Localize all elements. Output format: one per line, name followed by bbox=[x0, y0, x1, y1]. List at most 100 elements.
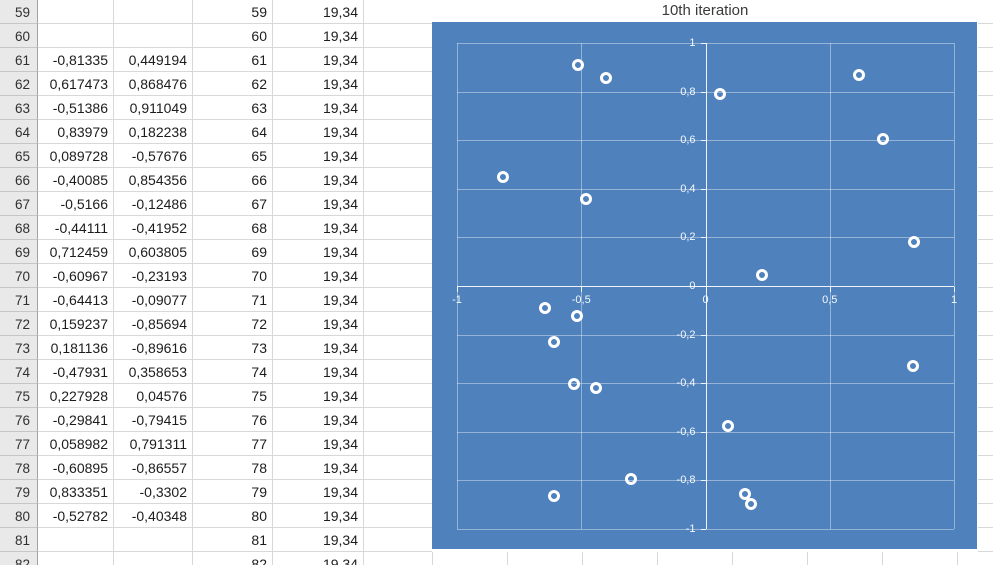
cell[interactable]: 19,34 bbox=[273, 24, 364, 48]
cell[interactable]: 19,34 bbox=[273, 0, 364, 24]
row-header[interactable]: 78 bbox=[0, 456, 38, 480]
cell[interactable] bbox=[38, 552, 114, 565]
cell[interactable]: 0,712459 bbox=[38, 240, 114, 264]
cell[interactable]: 74 bbox=[193, 360, 273, 384]
cell[interactable]: 0,603805 bbox=[114, 240, 193, 264]
row-header[interactable]: 63 bbox=[0, 96, 38, 120]
cell[interactable]: 19,34 bbox=[273, 144, 364, 168]
cell[interactable]: 79 bbox=[193, 480, 273, 504]
cell[interactable]: -0,5166 bbox=[38, 192, 114, 216]
cell[interactable]: 62 bbox=[193, 72, 273, 96]
cell[interactable]: 19,34 bbox=[273, 360, 364, 384]
cell[interactable]: 71 bbox=[193, 288, 273, 312]
cell[interactable]: -0,41952 bbox=[114, 216, 193, 240]
data-point[interactable] bbox=[548, 490, 561, 503]
cell[interactable]: 19,34 bbox=[273, 384, 364, 408]
cell[interactable] bbox=[808, 552, 883, 565]
cell[interactable] bbox=[364, 288, 433, 312]
cell[interactable]: -0,09077 bbox=[114, 288, 193, 312]
cell[interactable]: 75 bbox=[193, 384, 273, 408]
cell[interactable] bbox=[364, 216, 433, 240]
cell[interactable]: 19,34 bbox=[273, 192, 364, 216]
cell[interactable] bbox=[38, 528, 114, 552]
cell[interactable]: 76 bbox=[193, 408, 273, 432]
cell[interactable] bbox=[364, 408, 433, 432]
row-header[interactable]: 62 bbox=[0, 72, 38, 96]
cell[interactable] bbox=[364, 144, 433, 168]
cell[interactable]: 19,34 bbox=[273, 552, 364, 565]
row-header[interactable]: 80 bbox=[0, 504, 38, 528]
cell[interactable]: 65 bbox=[193, 144, 273, 168]
cell[interactable]: -0,86557 bbox=[114, 456, 193, 480]
cell[interactable]: 0,181136 bbox=[38, 336, 114, 360]
cell[interactable] bbox=[364, 432, 433, 456]
cell[interactable] bbox=[364, 192, 433, 216]
cell[interactable]: 0,854356 bbox=[114, 168, 193, 192]
row-header[interactable]: 74 bbox=[0, 360, 38, 384]
cell[interactable]: 19,34 bbox=[273, 432, 364, 456]
cell[interactable]: 64 bbox=[193, 120, 273, 144]
cell[interactable]: -0,81335 bbox=[38, 48, 114, 72]
cell[interactable]: -0,40348 bbox=[114, 504, 193, 528]
cell[interactable]: 0,058982 bbox=[38, 432, 114, 456]
cell[interactable]: 78 bbox=[193, 456, 273, 480]
cell[interactable]: -0,89616 bbox=[114, 336, 193, 360]
cell[interactable] bbox=[364, 168, 433, 192]
cell[interactable] bbox=[883, 552, 958, 565]
cell[interactable]: 81 bbox=[193, 528, 273, 552]
row-header[interactable]: 72 bbox=[0, 312, 38, 336]
cell[interactable]: -0,12486 bbox=[114, 192, 193, 216]
cell[interactable]: 0,358653 bbox=[114, 360, 193, 384]
cell[interactable]: 19,34 bbox=[273, 120, 364, 144]
data-point[interactable] bbox=[571, 310, 584, 323]
cell[interactable] bbox=[364, 360, 433, 384]
cell[interactable]: 19,34 bbox=[273, 456, 364, 480]
cell[interactable] bbox=[733, 552, 808, 565]
cell[interactable] bbox=[364, 384, 433, 408]
cell[interactable]: 19,34 bbox=[273, 408, 364, 432]
cell[interactable]: 19,34 bbox=[273, 264, 364, 288]
cell[interactable]: -0,23193 bbox=[114, 264, 193, 288]
cell[interactable]: -0,60967 bbox=[38, 264, 114, 288]
cell[interactable]: 0,83979 bbox=[38, 120, 114, 144]
data-point[interactable] bbox=[876, 133, 889, 146]
cell[interactable]: -0,40085 bbox=[38, 168, 114, 192]
cell[interactable]: 19,34 bbox=[273, 48, 364, 72]
cell[interactable]: 0,449194 bbox=[114, 48, 193, 72]
cell[interactable] bbox=[364, 240, 433, 264]
row-header[interactable]: 59 bbox=[0, 0, 38, 24]
cell[interactable]: -0,47931 bbox=[38, 360, 114, 384]
cell[interactable]: 0,911049 bbox=[114, 96, 193, 120]
row-header[interactable]: 76 bbox=[0, 408, 38, 432]
cell[interactable] bbox=[364, 528, 433, 552]
data-point[interactable] bbox=[497, 170, 510, 183]
scatter-chart[interactable]: 10th iteration -1 -0,5 0 0,5 1 1 0,8 0,6 0,4 0,2 0… bbox=[432, 0, 978, 552]
cell[interactable] bbox=[114, 0, 193, 24]
cell[interactable] bbox=[114, 528, 193, 552]
data-point[interactable] bbox=[539, 302, 552, 315]
data-point[interactable] bbox=[756, 268, 769, 281]
plot-area[interactable]: -1 -0,5 0 0,5 1 1 0,8 0,6 0,4 0,2 0 -0,2 -0,4 -0,6 -0,… bbox=[432, 22, 977, 549]
cell[interactable]: 69 bbox=[193, 240, 273, 264]
cell[interactable] bbox=[114, 552, 193, 565]
cell[interactable]: 67 bbox=[193, 192, 273, 216]
cell[interactable] bbox=[114, 24, 193, 48]
cell[interactable]: 19,34 bbox=[273, 72, 364, 96]
cell[interactable]: 19,34 bbox=[273, 168, 364, 192]
cell[interactable] bbox=[38, 0, 114, 24]
row-header[interactable]: 82 bbox=[0, 552, 38, 565]
cell[interactable] bbox=[958, 552, 993, 565]
cell[interactable]: 0,833351 bbox=[38, 480, 114, 504]
cell[interactable]: 80 bbox=[193, 504, 273, 528]
data-point[interactable] bbox=[547, 336, 560, 349]
cell[interactable]: 19,34 bbox=[273, 336, 364, 360]
cell[interactable]: 0,791311 bbox=[114, 432, 193, 456]
cell[interactable]: -0,79415 bbox=[114, 408, 193, 432]
cell[interactable] bbox=[364, 312, 433, 336]
cell[interactable] bbox=[364, 48, 433, 72]
cell[interactable]: 60 bbox=[193, 24, 273, 48]
cell[interactable]: -0,29841 bbox=[38, 408, 114, 432]
row-header[interactable]: 68 bbox=[0, 216, 38, 240]
cell[interactable]: 0,159237 bbox=[38, 312, 114, 336]
cell[interactable] bbox=[364, 552, 433, 565]
